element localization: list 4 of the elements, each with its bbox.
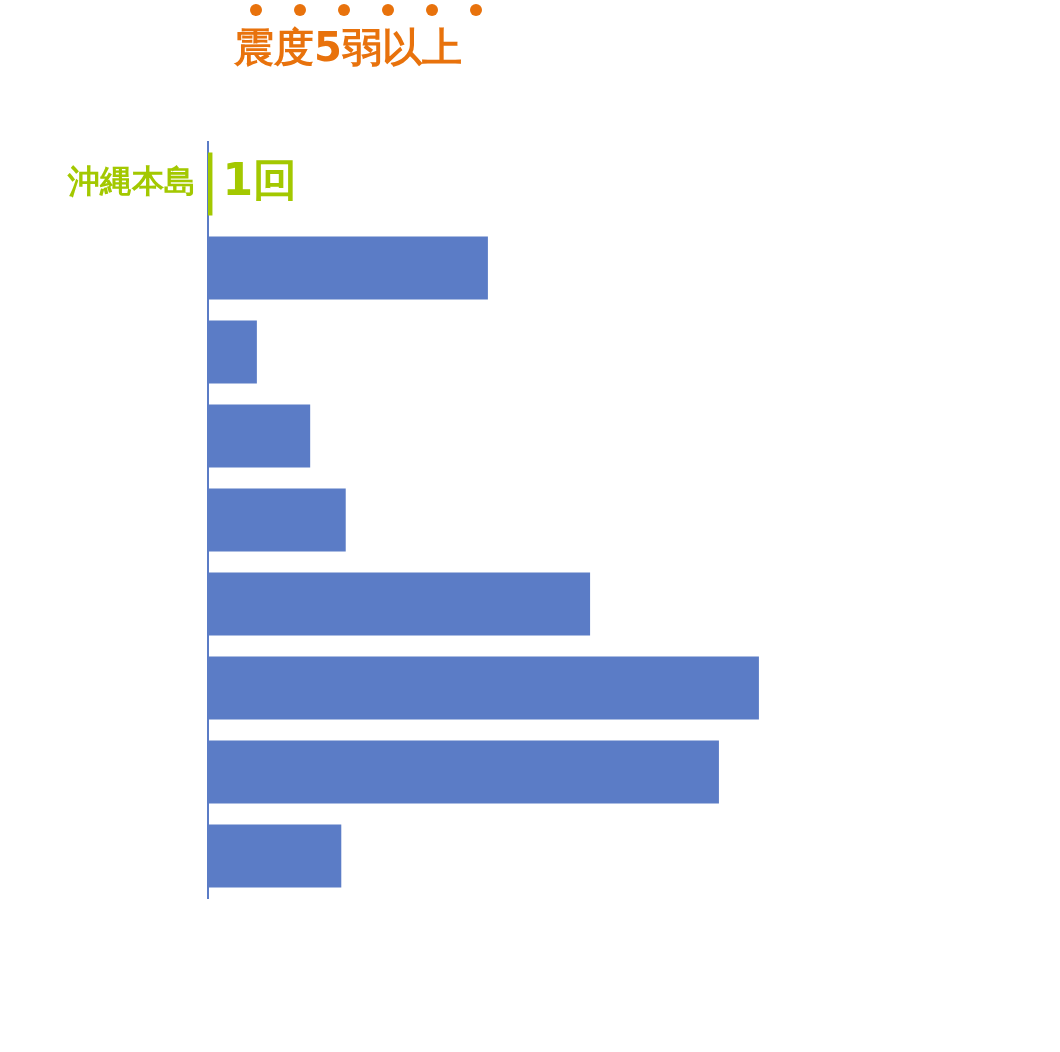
y-tick-label: 沖縄本島 — [67, 162, 196, 201]
chart-title: 震度5弱以上 — [234, 24, 462, 70]
data-label: 1回 — [222, 154, 298, 206]
bar — [208, 152, 213, 216]
